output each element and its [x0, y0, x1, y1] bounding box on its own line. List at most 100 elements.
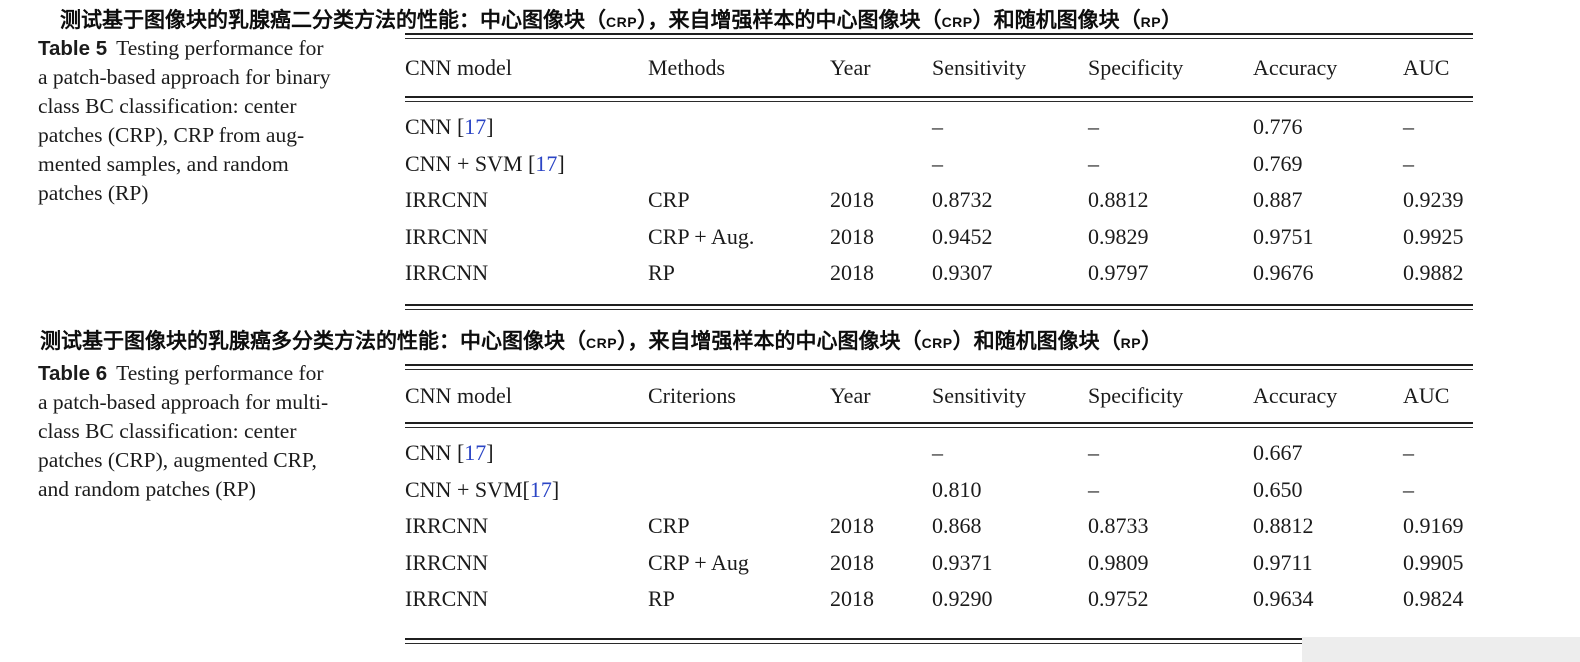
cell-specificity: 0.8733 — [1088, 513, 1149, 539]
table-row: IRRCNN CRP + Aug 2018 0.9371 0.9809 0.9711 0.9… — [405, 545, 1473, 582]
column-header: Specificity — [1088, 383, 1184, 408]
table-row: CNN [17] – – 0.776 – — [405, 109, 1473, 146]
cell-accuracy: 0.9711 — [1253, 549, 1313, 575]
acronym-smallcaps: CRP — [941, 14, 973, 30]
cell-model: IRRCNN — [405, 223, 489, 249]
cell-year: 2018 — [830, 513, 874, 539]
caption-line: class BC classification: center — [38, 94, 297, 118]
cell-model: IRRCNN — [405, 513, 489, 539]
cell-sensitivity: – — [932, 114, 943, 140]
heading-text: ），来自增强样本的中心图像块（ — [637, 9, 942, 32]
table6-caption: Table 6 Testing performance for a patch-ba… — [38, 359, 403, 504]
citation-link[interactable]: 17 — [464, 114, 487, 140]
cell-method: CRP + Aug — [648, 549, 749, 575]
cell-accuracy: 0.667 — [1253, 440, 1303, 466]
caption-line: mented samples, and random — [38, 152, 289, 176]
cell-sensitivity: – — [932, 440, 943, 466]
cell-sensitivity: 0.9307 — [932, 260, 993, 286]
caption-line: patches (CRP), CRP from aug- — [38, 123, 305, 147]
table-header-row: CNN model Methods Year Sensitivity Specifici… — [405, 39, 1473, 96]
table-bottom-rule — [405, 637, 1473, 644]
citation-link[interactable]: 17 — [535, 150, 558, 176]
cell-specificity: – — [1088, 114, 1099, 140]
cell-accuracy: 0.9751 — [1253, 223, 1314, 249]
caption-line: class BC classification: center — [38, 419, 297, 443]
cell-auc: – — [1403, 150, 1414, 176]
heading-text: 测试基于图像块的乳腺癌多分类方法的性能：中心图像块（ — [40, 330, 586, 353]
table-header-rule — [405, 96, 1473, 102]
column-header: Accuracy — [1253, 54, 1338, 80]
table-bottom-spacer — [405, 292, 1473, 304]
cell-auc: 0.9824 — [1403, 586, 1464, 612]
column-header: Sensitivity — [932, 383, 1027, 408]
table-body: CNN [17] – – 0.776 – CNN + SVM [17] – – 0.769 – IR… — [405, 102, 1473, 292]
caption-line: and random patches (RP) — [38, 477, 256, 501]
cell-auc: – — [1403, 114, 1414, 140]
caption-text: Testing performance for — [116, 36, 324, 60]
heading-text: ）和随机图像块（ — [972, 9, 1141, 32]
cell-accuracy: 0.887 — [1253, 187, 1303, 213]
column-header: AUC — [1403, 383, 1450, 408]
heading-text: ） — [1161, 9, 1183, 32]
heading-text: ）和随机图像块（ — [952, 330, 1121, 353]
cell-auc: 0.9239 — [1403, 187, 1464, 213]
caption-line: a patch-based approach for binary — [38, 65, 331, 89]
cell-auc: 0.9905 — [1403, 549, 1464, 575]
chinese-heading-table5: 测试基于图像块的乳腺癌二分类方法的性能：中心图像块（ CRP），来自增强样本的中心… — [60, 4, 1182, 34]
table-row: IRRCNN CRP + Aug. 2018 0.9452 0.9829 0.9751 0.… — [405, 219, 1473, 256]
acronym-smallcaps: RP — [1140, 14, 1162, 30]
table5: CNN model Methods Year Sensitivity Specifici… — [405, 33, 1473, 310]
cell-sensitivity: 0.868 — [932, 513, 982, 539]
table-row: IRRCNN RP 2018 0.9290 0.9752 0.9634 0.9824 — [405, 581, 1473, 618]
cell-accuracy: 0.650 — [1253, 476, 1303, 502]
table-header-row: CNN model Criterions Year Sensitivity Specif… — [405, 370, 1473, 422]
caption-text: Testing performance for — [116, 361, 324, 385]
caption-line: Table 6 Testing performance for — [38, 359, 403, 388]
column-header: CNN model — [405, 54, 512, 80]
table-row: IRRCNN RP 2018 0.9307 0.9797 0.9676 0.9882 — [405, 255, 1473, 292]
table-bottom-rule — [405, 303, 1473, 310]
heading-text: ），来自增强样本的中心图像块（ — [617, 330, 922, 353]
cell-year: 2018 — [830, 549, 874, 575]
cell-method: CRP — [648, 513, 690, 539]
cell-auc: – — [1403, 440, 1414, 466]
table-row: IRRCNN CRP 2018 0.8732 0.8812 0.887 0.9239 — [405, 182, 1473, 219]
table5-caption: Table 5 Testing performance for a patch-ba… — [38, 34, 403, 208]
cell-model: CNN + SVM[17] — [405, 476, 560, 502]
column-header: Methods — [648, 54, 725, 80]
cell-sensitivity: 0.810 — [932, 476, 982, 502]
table-label: Table 5 — [38, 37, 108, 60]
cell-specificity: 0.8812 — [1088, 187, 1149, 213]
cell-model: IRRCNN — [405, 586, 489, 612]
caption-line: patches (RP) — [38, 181, 149, 205]
caption-line: patches (CRP), augmented CRP, — [38, 448, 317, 472]
cell-auc: 0.9169 — [1403, 513, 1464, 539]
acronym-smallcaps: RP — [1120, 335, 1142, 351]
table6: CNN model Criterions Year Sensitivity Specif… — [405, 364, 1473, 644]
cell-method: CRP — [648, 187, 690, 213]
table-row: IRRCNN CRP 2018 0.868 0.8733 0.8812 0.9169 — [405, 508, 1473, 545]
citation-link[interactable]: 17 — [529, 476, 552, 502]
heading-text: ） — [1141, 330, 1163, 353]
cell-specificity: 0.9809 — [1088, 549, 1149, 575]
column-header: Specificity — [1088, 54, 1184, 80]
heading-text: 测试基于图像块的乳腺癌二分类方法的性能：中心图像块（ — [60, 9, 606, 32]
cell-model: IRRCNN — [405, 187, 489, 213]
table-bottom-spacer — [405, 618, 1473, 638]
cell-sensitivity: 0.9290 — [932, 586, 993, 612]
table-header-rule — [405, 422, 1473, 428]
column-header: Year — [830, 383, 871, 408]
cell-year: 2018 — [830, 187, 874, 213]
cell-specificity: 0.9797 — [1088, 260, 1149, 286]
cell-auc: 0.9882 — [1403, 260, 1464, 286]
cell-auc: – — [1403, 476, 1414, 502]
table-row: CNN [17] – – 0.667 – — [405, 435, 1473, 472]
cell-model: IRRCNN — [405, 549, 489, 575]
citation-link[interactable]: 17 — [464, 440, 487, 466]
cell-accuracy: 0.8812 — [1253, 513, 1314, 539]
cell-model: CNN [17] — [405, 114, 494, 140]
table-row: CNN + SVM [17] – – 0.769 – — [405, 146, 1473, 183]
cell-method: RP — [648, 260, 675, 286]
column-header: Year — [830, 54, 871, 80]
